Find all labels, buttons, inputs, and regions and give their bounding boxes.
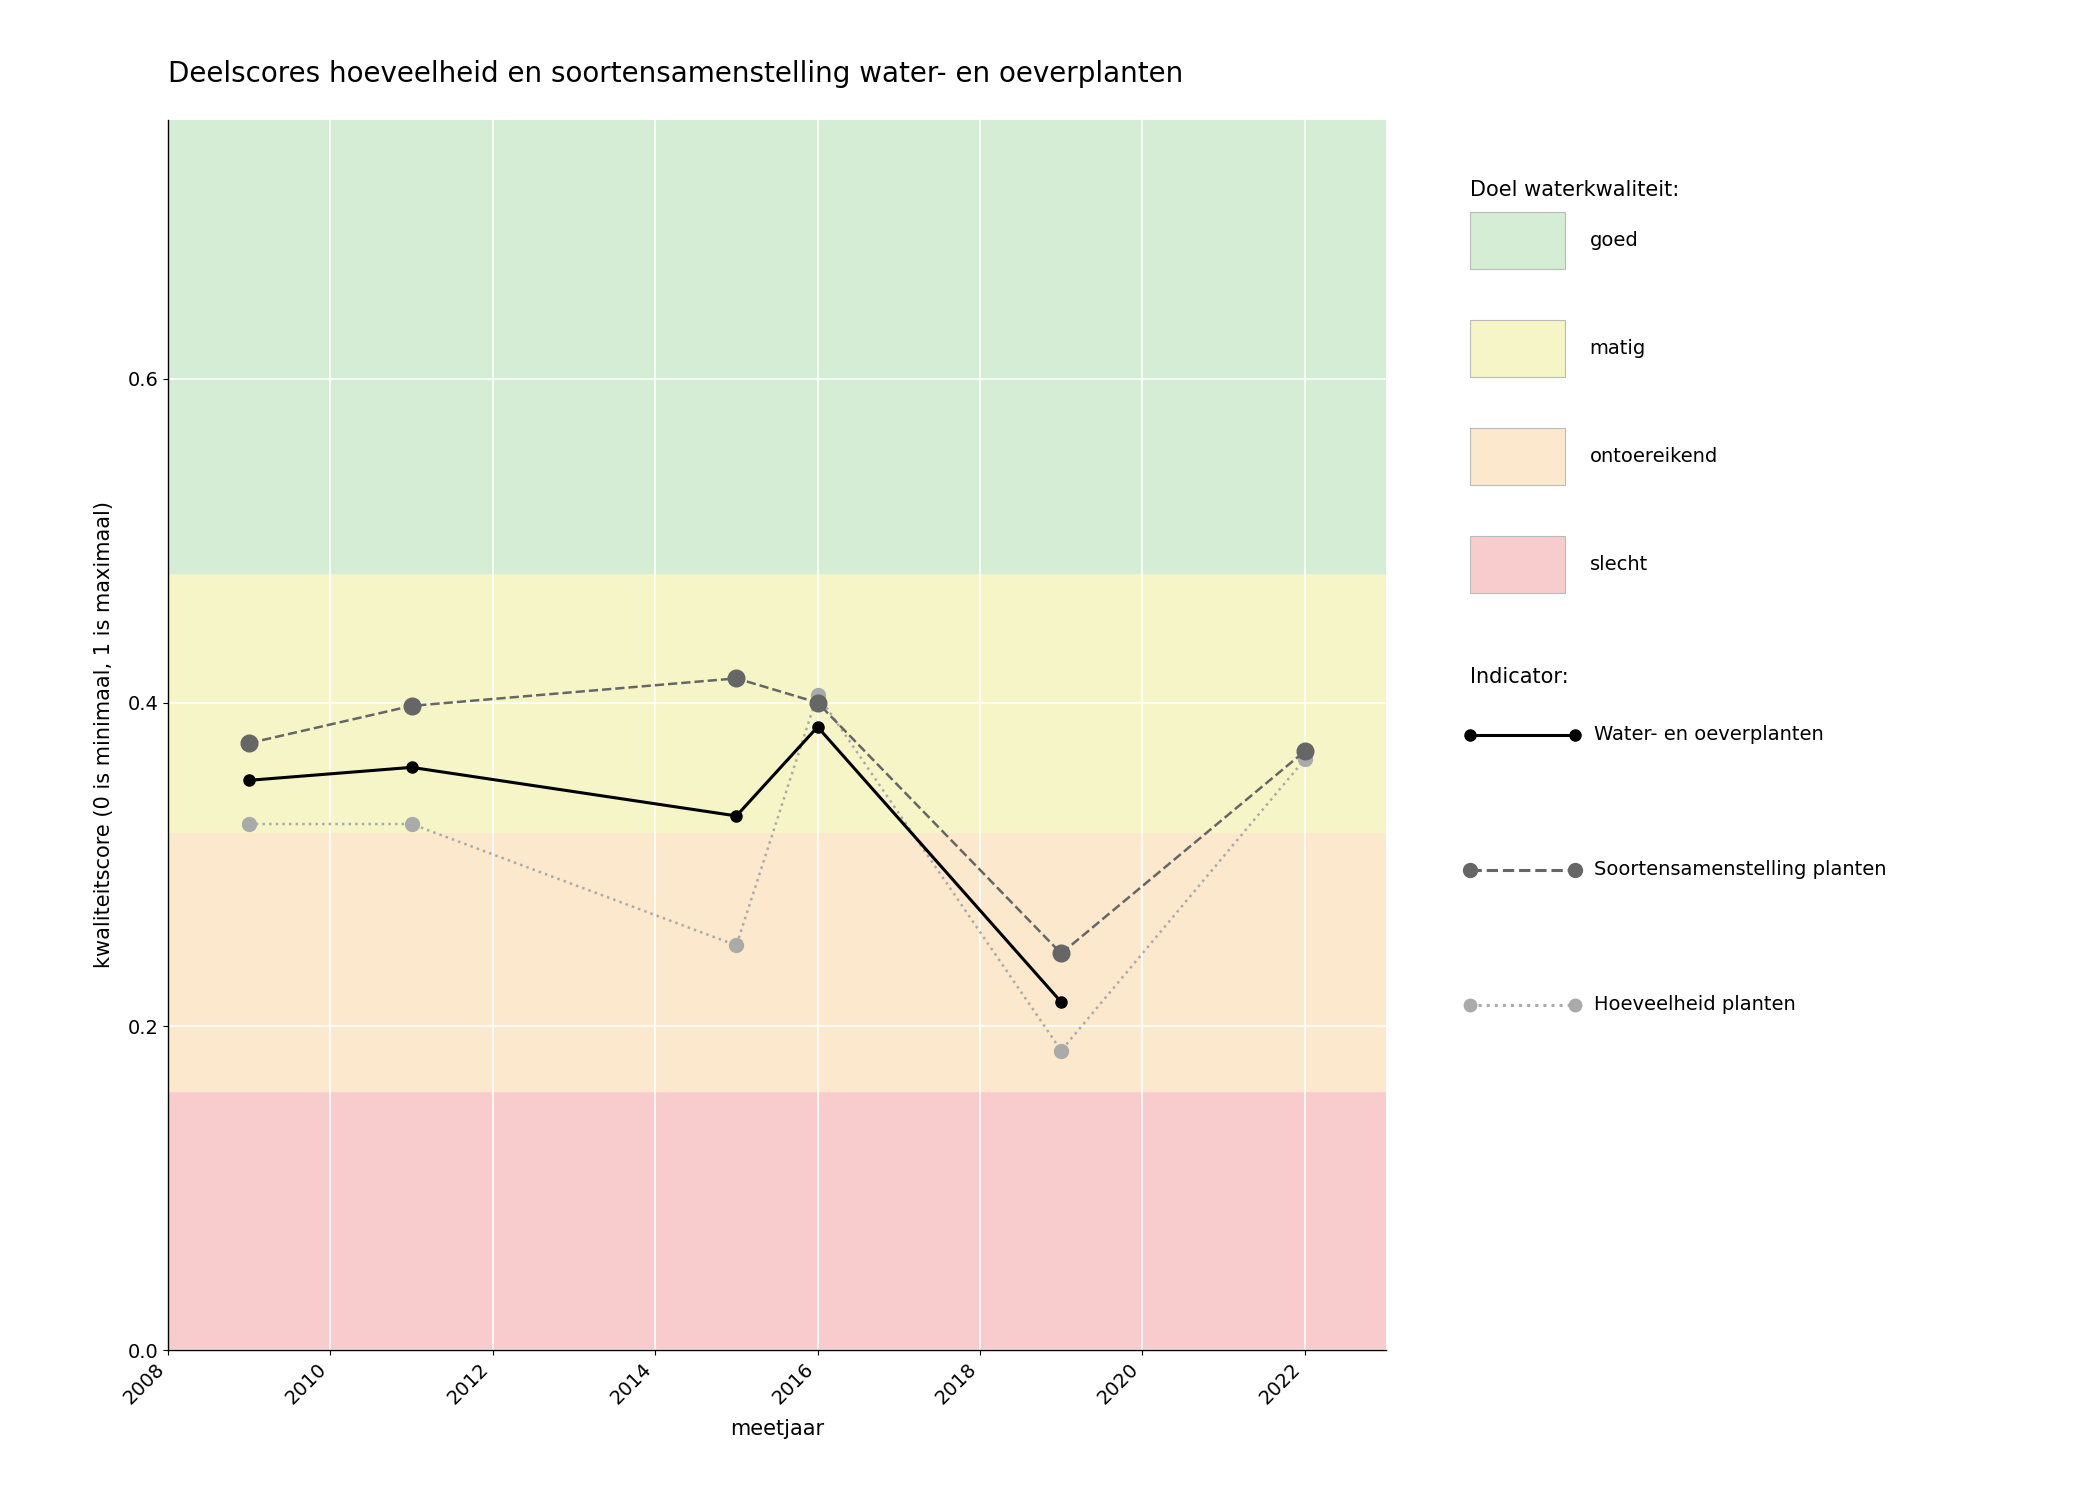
- Text: Soortensamenstelling planten: Soortensamenstelling planten: [1594, 861, 1886, 879]
- Text: matig: matig: [1590, 339, 1646, 357]
- Text: Hoeveelheid planten: Hoeveelheid planten: [1594, 996, 1796, 1014]
- Y-axis label: kwaliteitscore (0 is minimaal, 1 is maximaal): kwaliteitscore (0 is minimaal, 1 is maxi…: [94, 501, 113, 969]
- Bar: [168, 1090, 1386, 1350]
- Text: Doel waterkwaliteit:: Doel waterkwaliteit:: [1470, 180, 1680, 200]
- X-axis label: meetjaar: meetjaar: [731, 1419, 823, 1438]
- Text: ontoereikend: ontoereikend: [1590, 447, 1718, 465]
- Bar: [168, 120, 1386, 573]
- Text: Deelscores hoeveelheid en soortensamenstelling water- en oeverplanten: Deelscores hoeveelheid en soortensamenst…: [168, 60, 1182, 88]
- Text: goed: goed: [1590, 231, 1638, 249]
- Bar: [168, 573, 1386, 832]
- Bar: [168, 833, 1386, 1090]
- Text: Water- en oeverplanten: Water- en oeverplanten: [1594, 726, 1823, 744]
- Text: Indicator:: Indicator:: [1470, 668, 1569, 687]
- Text: slecht: slecht: [1590, 555, 1648, 573]
